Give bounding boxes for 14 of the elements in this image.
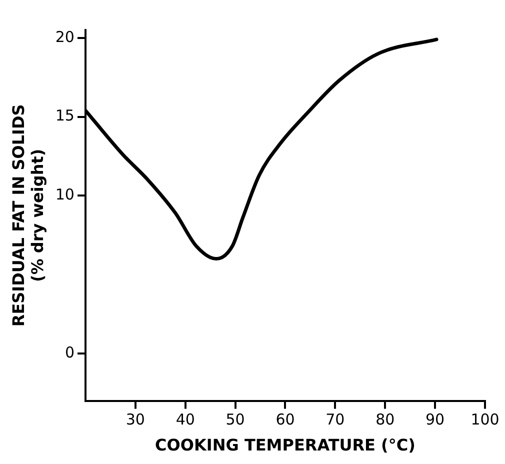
y-tick-label: 10 [55, 186, 74, 204]
y-axis-title: RESIDUAL FAT IN SOLIDS (% dry weight) [8, 104, 47, 327]
x-tick-label: 80 [376, 410, 395, 429]
y-tick-label: 20 [55, 28, 74, 46]
y-tick-label: 0 [64, 343, 74, 362]
x-tick-label: 50 [226, 410, 245, 429]
y-tick-label: 15 [55, 106, 74, 125]
x-tick-label: 40 [176, 410, 195, 429]
x-tick-label: 30 [126, 410, 145, 429]
x-tick-label: 70 [326, 410, 345, 429]
x-tick-label: 90 [426, 410, 445, 429]
x-tick-label: 100 [470, 410, 500, 429]
x-axis-title: COOKING TEMPERATURE (°C) [155, 436, 416, 455]
x-tick-label: 60 [276, 410, 295, 429]
